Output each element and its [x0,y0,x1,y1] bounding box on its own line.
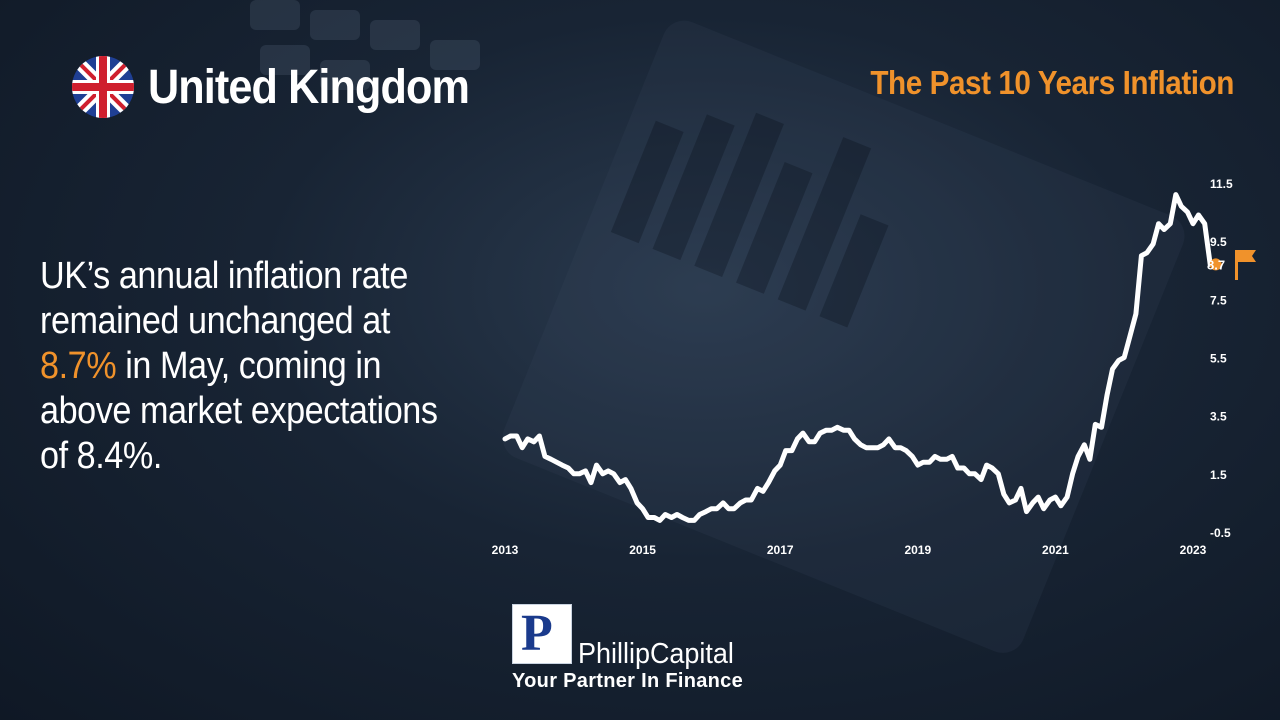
y-tick-label: 11.5 [1210,177,1233,191]
y-tick-label: 7.5 [1210,293,1227,307]
x-tick-label: 2013 [492,543,519,557]
y-tick-label: 1.5 [1210,468,1227,482]
blurb-highlight-rate: 8.7% [40,345,117,387]
logo-mark: P [512,604,572,664]
y-tick-label: 5.5 [1210,352,1227,366]
uk-flag-icon [72,56,134,118]
y-tick-label: 9.5 [1210,235,1227,249]
country-title: United Kingdom [148,60,470,114]
chart-subtitle: The Past 10 Years Inflation [870,64,1234,101]
x-axis-ticks: 2013 2015 2017 2019 2021 2023 [492,543,1207,557]
orange-flag-icon [1235,250,1256,280]
y-axis-ticks: 11.5 9.5 7.5 5.5 3.5 1.5 -0.5 [1210,177,1233,540]
logo-tagline: Your Partner In Finance [512,670,744,692]
blurb-text-1: UK’s annual inflation rate remained unch… [40,255,408,342]
x-tick-label: 2019 [904,543,931,557]
inflation-series-line [502,192,1219,523]
inflation-description: UK’s annual inflation rate remained unch… [40,254,463,479]
logo-name: PhillipCapital [578,638,734,670]
phillipcapital-logo: P PhillipCapital Your Partner In Finance [512,604,782,692]
x-tick-label: 2017 [767,543,794,557]
last-data-point [1209,258,1222,271]
logo-letter: P [521,605,553,662]
last-value-label: 8.7 [1207,257,1225,272]
y-tick-label: -0.5 [1210,526,1231,540]
x-tick-label: 2015 [629,543,656,557]
blurb-text-2: in May, coming in above market expectati… [40,345,438,477]
x-tick-label: 2021 [1042,543,1069,557]
x-tick-label: 2023 [1180,543,1207,557]
title-row: United Kingdom [72,55,505,119]
y-tick-label: 3.5 [1210,410,1227,424]
